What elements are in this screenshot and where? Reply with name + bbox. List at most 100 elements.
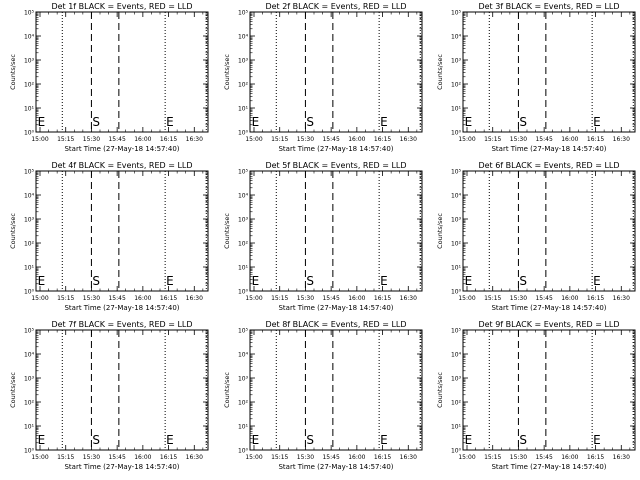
plot-frame [35, 11, 209, 133]
x-tick-label: 16:30 [613, 136, 630, 143]
detector-panel-6: Det 6f BLACK = Events, RED = LLD Counts/s… [436, 161, 636, 312]
marker-e: E [593, 274, 601, 288]
detector-panel-2: Det 2f BLACK = Events, RED = LLD Counts/s… [223, 2, 423, 153]
x-tick-label: 16:00 [561, 454, 578, 461]
y-tick-label: 10² [238, 241, 249, 248]
x-tick-label: 16:15 [587, 136, 604, 143]
x-tick-label: 15:15 [271, 454, 288, 461]
y-tick-label: 10³ [451, 376, 462, 383]
detector-panel-5: Det 5f BLACK = Events, RED = LLD Counts/s… [223, 161, 423, 312]
x-tick-label: 16:30 [400, 295, 417, 302]
y-tick-label: 10³ [238, 58, 249, 65]
y-tick-label: 10⁴ [451, 34, 462, 41]
marker-e: E [38, 433, 46, 447]
y-tick-label: 10⁰ [451, 448, 462, 455]
x-axis-label: Start Time (27-May-18 14:57:40) [278, 145, 393, 153]
y-tick-label: 10² [451, 400, 462, 407]
y-tick-label: 10² [24, 400, 35, 407]
x-axis-label: Start Time (27-May-18 14:57:40) [278, 304, 393, 312]
y-tick-label: 10¹ [238, 106, 249, 113]
x-tick-label: 16:15 [587, 454, 604, 461]
x-tick-label: 15:30 [83, 295, 100, 302]
x-tick-label: 15:30 [83, 454, 100, 461]
y-tick-label: 10⁰ [24, 130, 35, 137]
x-tick-label: 16:15 [587, 295, 604, 302]
marker-e: E [252, 433, 260, 447]
y-tick-label: 10² [238, 82, 249, 89]
x-tick-label: 15:30 [510, 136, 527, 143]
x-tick-label: 16:30 [186, 454, 203, 461]
x-tick-label: 15:30 [297, 295, 314, 302]
y-tick-label: 10¹ [24, 424, 35, 431]
x-tick-label: 15:15 [57, 454, 74, 461]
x-tick-label: 15:00 [245, 454, 262, 461]
marker-s: S [519, 274, 527, 288]
marker-s: S [306, 274, 314, 288]
x-tick-label: 16:00 [561, 136, 578, 143]
marker-e: E [38, 115, 46, 129]
detector-panel-1: Det 1f BLACK = Events, RED = LLD Counts/s… [9, 2, 209, 153]
y-tick-label: 10⁵ [451, 328, 462, 335]
x-tick-label: 15:00 [245, 136, 262, 143]
y-axis-label: Counts/sec [436, 372, 444, 408]
y-tick-label: 10⁴ [24, 352, 35, 359]
x-tick-label: 15:45 [535, 136, 552, 143]
x-tick-label: 15:30 [510, 454, 527, 461]
y-tick-label: 10³ [24, 376, 35, 383]
plot-frame [35, 170, 209, 292]
marker-e: E [380, 115, 388, 129]
x-tick-label: 16:00 [348, 136, 365, 143]
x-tick-label: 15:15 [271, 136, 288, 143]
y-tick-label: 10⁵ [24, 169, 35, 176]
panel-title: Det 7f BLACK = Events, RED = LLD [51, 320, 192, 329]
marker-e: E [252, 274, 260, 288]
x-tick-label: 15:00 [31, 295, 48, 302]
y-tick-label: 10³ [238, 376, 249, 383]
x-tick-label: 15:30 [297, 136, 314, 143]
x-tick-label: 15:15 [484, 454, 501, 461]
x-tick-label: 15:45 [322, 136, 339, 143]
plot-frame [249, 170, 423, 292]
x-axis-label: Start Time (27-May-18 14:57:40) [64, 145, 179, 153]
marker-s: S [92, 433, 100, 447]
detector-panel-8: Det 8f BLACK = Events, RED = LLD Counts/s… [223, 320, 423, 471]
x-axis-label: Start Time (27-May-18 14:57:40) [491, 145, 606, 153]
x-tick-label: 16:00 [134, 295, 151, 302]
x-tick-label: 15:00 [245, 295, 262, 302]
panel-title: Det 3f BLACK = Events, RED = LLD [478, 2, 619, 11]
y-axis-label: Counts/sec [9, 372, 17, 408]
x-tick-label: 16:00 [348, 454, 365, 461]
x-axis-label: Start Time (27-May-18 14:57:40) [278, 463, 393, 471]
x-tick-label: 16:15 [160, 454, 177, 461]
x-tick-label: 15:15 [271, 295, 288, 302]
marker-e: E [38, 274, 46, 288]
detector-panel-9: Det 9f BLACK = Events, RED = LLD Counts/s… [436, 320, 636, 471]
x-tick-label: 16:30 [400, 454, 417, 461]
y-tick-label: 10⁵ [238, 328, 249, 335]
y-tick-label: 10³ [451, 217, 462, 224]
panel-title: Det 1f BLACK = Events, RED = LLD [51, 2, 192, 11]
x-tick-label: 15:30 [510, 295, 527, 302]
y-tick-label: 10⁴ [24, 193, 35, 200]
marker-e: E [465, 115, 473, 129]
marker-e: E [380, 433, 388, 447]
marker-e: E [166, 433, 174, 447]
x-tick-label: 15:00 [458, 454, 475, 461]
detector-panel-3: Det 3f BLACK = Events, RED = LLD Counts/s… [436, 2, 636, 153]
panel-title: Det 2f BLACK = Events, RED = LLD [265, 2, 406, 11]
y-tick-label: 10⁵ [238, 169, 249, 176]
x-tick-label: 15:00 [458, 136, 475, 143]
y-axis-label: Counts/sec [436, 213, 444, 249]
x-tick-label: 15:15 [484, 136, 501, 143]
panel-title: Det 4f BLACK = Events, RED = LLD [51, 161, 192, 170]
y-tick-label: 10¹ [451, 265, 462, 272]
y-axis-label: Counts/sec [9, 213, 17, 249]
y-tick-label: 10¹ [24, 265, 35, 272]
marker-e: E [465, 433, 473, 447]
y-axis-label: Counts/sec [223, 54, 231, 90]
x-tick-label: 15:45 [108, 136, 125, 143]
y-tick-label: 10⁵ [451, 10, 462, 17]
x-tick-label: 16:30 [186, 295, 203, 302]
plot-frame [462, 329, 636, 451]
